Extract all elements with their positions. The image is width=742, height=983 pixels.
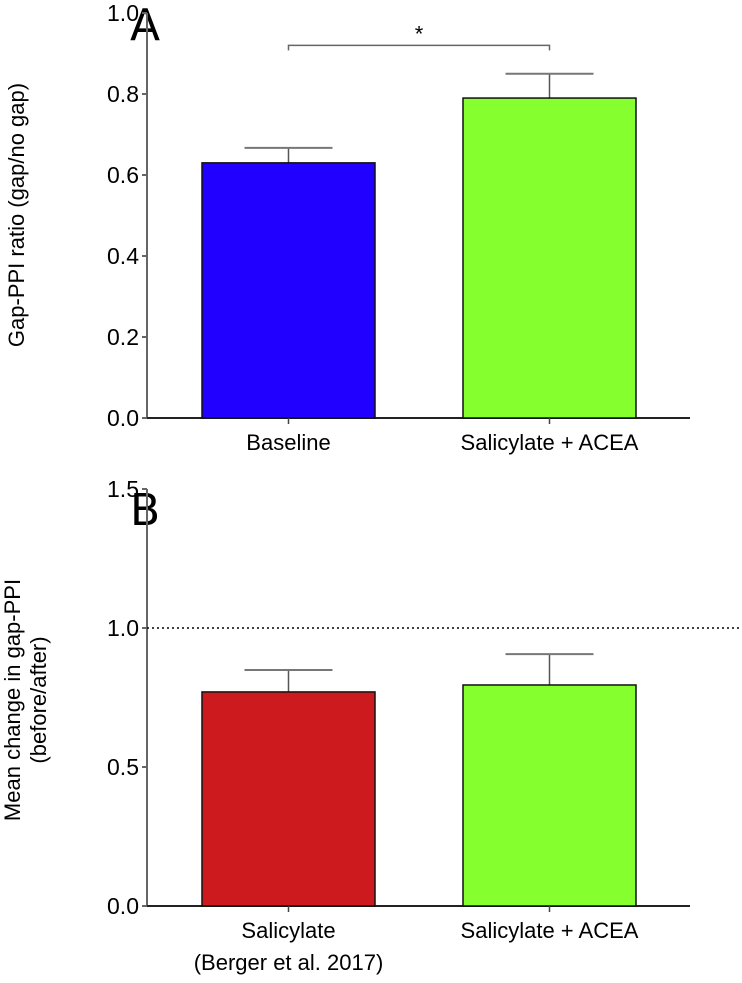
panel-b-label: B (130, 485, 160, 536)
panel-a-x-tick-label: Salicylate + ACEA (461, 430, 639, 455)
panel-b-bar (462, 684, 637, 907)
panel-a-significance-bracket (287, 44, 551, 51)
panel-a-y-tick-label: 0.2 (107, 324, 139, 350)
panel-a: A Gap-PPI ratio (gap/no gap) 0.0 0.2 0.4 0.… (4, 0, 690, 455)
panel-b-x-tick-label: Salicylate (241, 918, 335, 943)
panel-b: B Mean change in gap-PPI (before/after) … (0, 476, 742, 975)
panel-b-y-axis-label-line2: (before/after) (26, 636, 51, 763)
panel-a-y-axis-label: Gap-PPI ratio (gap/no gap) (4, 83, 29, 347)
panel-a-x-tick-label: Baseline (246, 430, 330, 455)
panel-a-y-tick-label: 0.6 (107, 162, 139, 188)
panel-a-y-tick-label: 1.0 (107, 0, 139, 26)
panel-b-x-tick-label: (Berger et al. 2017) (194, 950, 384, 975)
panel-b-y-tick-label: 0.5 (107, 754, 139, 780)
panel-b-y-tick-label: 0.0 (107, 893, 139, 919)
panel-a-bar (462, 97, 637, 419)
panel-a-significance-label: * (415, 21, 424, 46)
panel-b-y-axis-label-line1: Mean change in gap-PPI (0, 579, 25, 821)
panel-a-y-tick-label: 0.8 (107, 81, 139, 107)
panel-a-label: A (130, 0, 160, 51)
panel-a-y-tick-label: 0.0 (107, 405, 139, 431)
panel-a-bar (201, 162, 376, 419)
panel-b-bar (201, 691, 376, 907)
panel-b-x-tick-label: Salicylate + ACEA (461, 918, 639, 943)
panel-b-y-tick-label: 1.0 (107, 615, 139, 641)
panel-b-y-tick-label: 1.5 (107, 476, 139, 502)
panel-a-y-tick-label: 0.4 (107, 243, 139, 269)
